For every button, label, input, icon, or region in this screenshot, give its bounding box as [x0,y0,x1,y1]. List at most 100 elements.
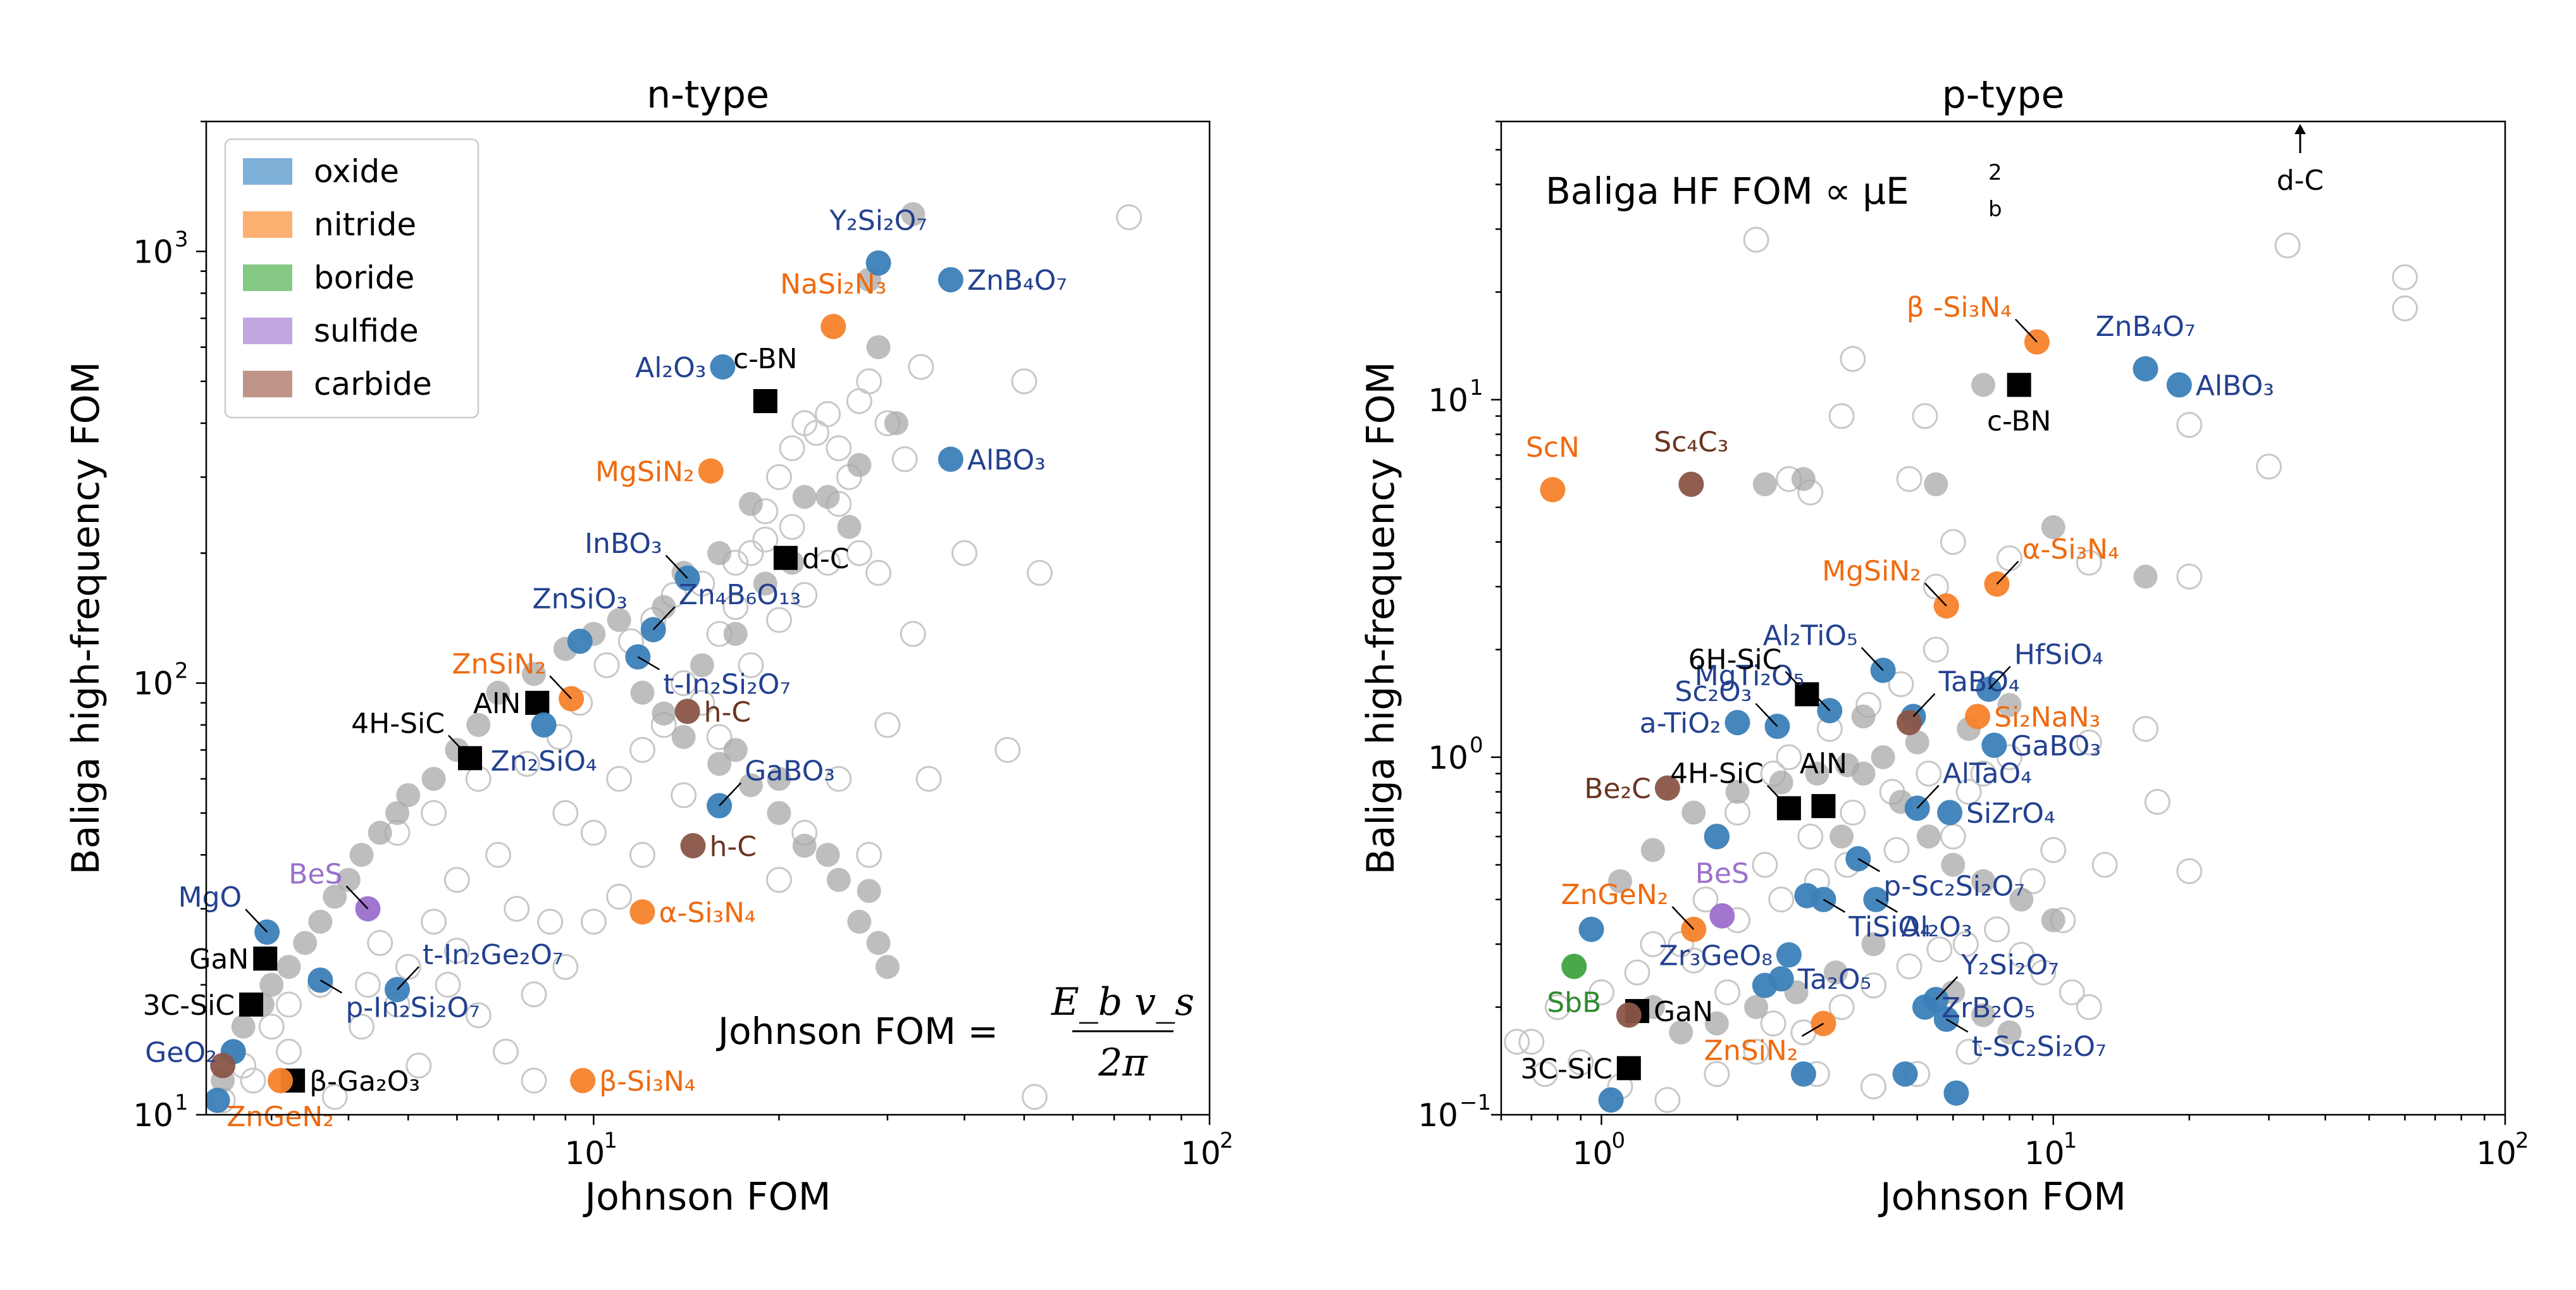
y-tick-label: 10 −1 [1418,1090,1491,1134]
x-tick-exponent: 2 [1220,1128,1234,1153]
background-point-open [1985,917,2009,941]
background-point-filled [837,515,861,539]
point-label: c-BN [733,343,798,375]
background-point-open [1941,824,1965,848]
point-label: SbB [1547,986,1601,1019]
background-point-open [486,843,511,867]
background-point-open [581,821,605,845]
chart-title: p-type [1942,73,2065,117]
panel-p-type: β -Si₃N₄ZnB₄O₇AlBO₃c-BNScN Sc₄C₃MgSiN₂α-S… [1359,73,2529,1219]
background-point-filled [876,955,900,979]
point-label: GaBO₃ [745,755,835,787]
point-label: ZnGeN₂ [1561,879,1669,911]
point-label: TaBO₄ [1938,666,2019,698]
background-point-filled [1852,762,1876,786]
background-point-filled [827,868,851,892]
point-label: ZrB₂O₅ [1941,992,2035,1024]
reference-point [774,546,798,570]
point-label: Y₂Si₂O₇ [829,205,927,237]
carbide-point [1897,710,1922,735]
oxide-point [1725,710,1750,735]
offscale-label: d-C [2277,164,2324,197]
oxide-point [1599,1088,1624,1113]
background-point-open [2145,790,2169,814]
background-point-open [522,983,546,1007]
background-point-open [277,993,301,1017]
reference-point [2007,373,2031,397]
point-label: p-Sc₂Si₂O₇ [1883,870,2025,902]
background-point-open [538,910,562,934]
oxide-point [1794,883,1819,909]
background-point-open [1505,1030,1529,1054]
oxide-point [567,629,593,654]
point-label: d-C [802,543,850,575]
background-point-filled [1917,824,1941,848]
background-point-open [893,447,917,471]
y-tick-label: 10 0 [1428,733,1483,776]
background-point-open [827,436,851,460]
point-label: Al₂O₃ [635,352,706,384]
background-point-open [1830,404,1854,428]
point-label: Be₂C [1584,773,1651,805]
background-point-filled [793,834,817,858]
background-point-filled [816,485,840,509]
background-point-open [396,955,420,979]
formula-text: Johnson FOM = [716,1010,998,1053]
point-label: α-Si₃N₄ [2022,533,2119,566]
background-point-open [1753,853,1777,877]
legend-swatch-oxide [243,158,292,185]
point-label: AlBO₃ [2196,369,2274,402]
background-point-filled [884,411,908,435]
legend-swatch-sulfide [243,318,292,344]
background-point-open [672,783,696,807]
background-point-open [522,1069,546,1093]
formula-superscript: 2 [1988,160,2002,185]
background-point-filled [422,767,446,791]
background-point-open [780,515,804,539]
oxide-point [938,447,963,472]
background-point-filled [385,801,409,825]
background-point-open [1022,1085,1046,1109]
point-label: 6H-SiC [1688,643,1781,676]
point-label: BeS [1695,858,1749,890]
background-point-filled [767,801,791,825]
background-point-filled [2041,909,2065,933]
point-label: 3C-SiC [143,989,235,1022]
background-point-open [554,801,578,825]
background-point-open [493,1039,517,1064]
background-point-open [2177,859,2201,883]
point-label: GaN [1654,996,1713,1028]
nitride-point [629,899,655,924]
point-label: a-TiO₂ [1640,707,1721,740]
y-tick-label: 10 3 [133,226,188,270]
x-tick-label: 102 [2476,1128,2529,1172]
background-point-filled [672,725,696,749]
point-label: HfSiO₄ [2014,638,2103,671]
point-label: Sc₂O₃ [1675,676,1752,708]
background-point-open [1998,546,2022,570]
oxide-point [1893,1062,1918,1087]
background-point-open [2041,838,2065,862]
background-point-filled [1830,824,1854,848]
point-label: InBO₃ [585,528,662,560]
baliga-formula: Baliga HF FOM ∝ μE b 2 [1545,160,2002,222]
x-tick-mantissa: 10 [565,1135,605,1172]
boride-point [1561,953,1587,979]
x-tick-label: 101 [2024,1128,2077,1172]
background-point-open [630,843,654,867]
point-label: AlN [473,688,521,720]
panel-n-type: Y₂Si₂O₇ ZnB₄O₇ NaSi₂N₃ Al₂O₃ c-BN AlBO₃ MgSiN₂… [64,73,1234,1219]
oxide-point [1752,973,1778,998]
background-point-filled [847,910,871,934]
background-point-open [1841,347,1865,371]
reference-point [1811,794,1835,818]
background-point-open [422,801,446,825]
legend: oxidenitrideboridesulfidecarbide [225,139,478,418]
background-point-open [1941,530,1965,554]
background-point-open [2093,853,2117,877]
legend-label-boride: boride [314,259,414,296]
background-point-open [1117,205,1141,229]
background-point-open [607,884,631,909]
point-label: NaSi₂N₃ [780,268,886,301]
background-point-filled [1641,838,1665,862]
